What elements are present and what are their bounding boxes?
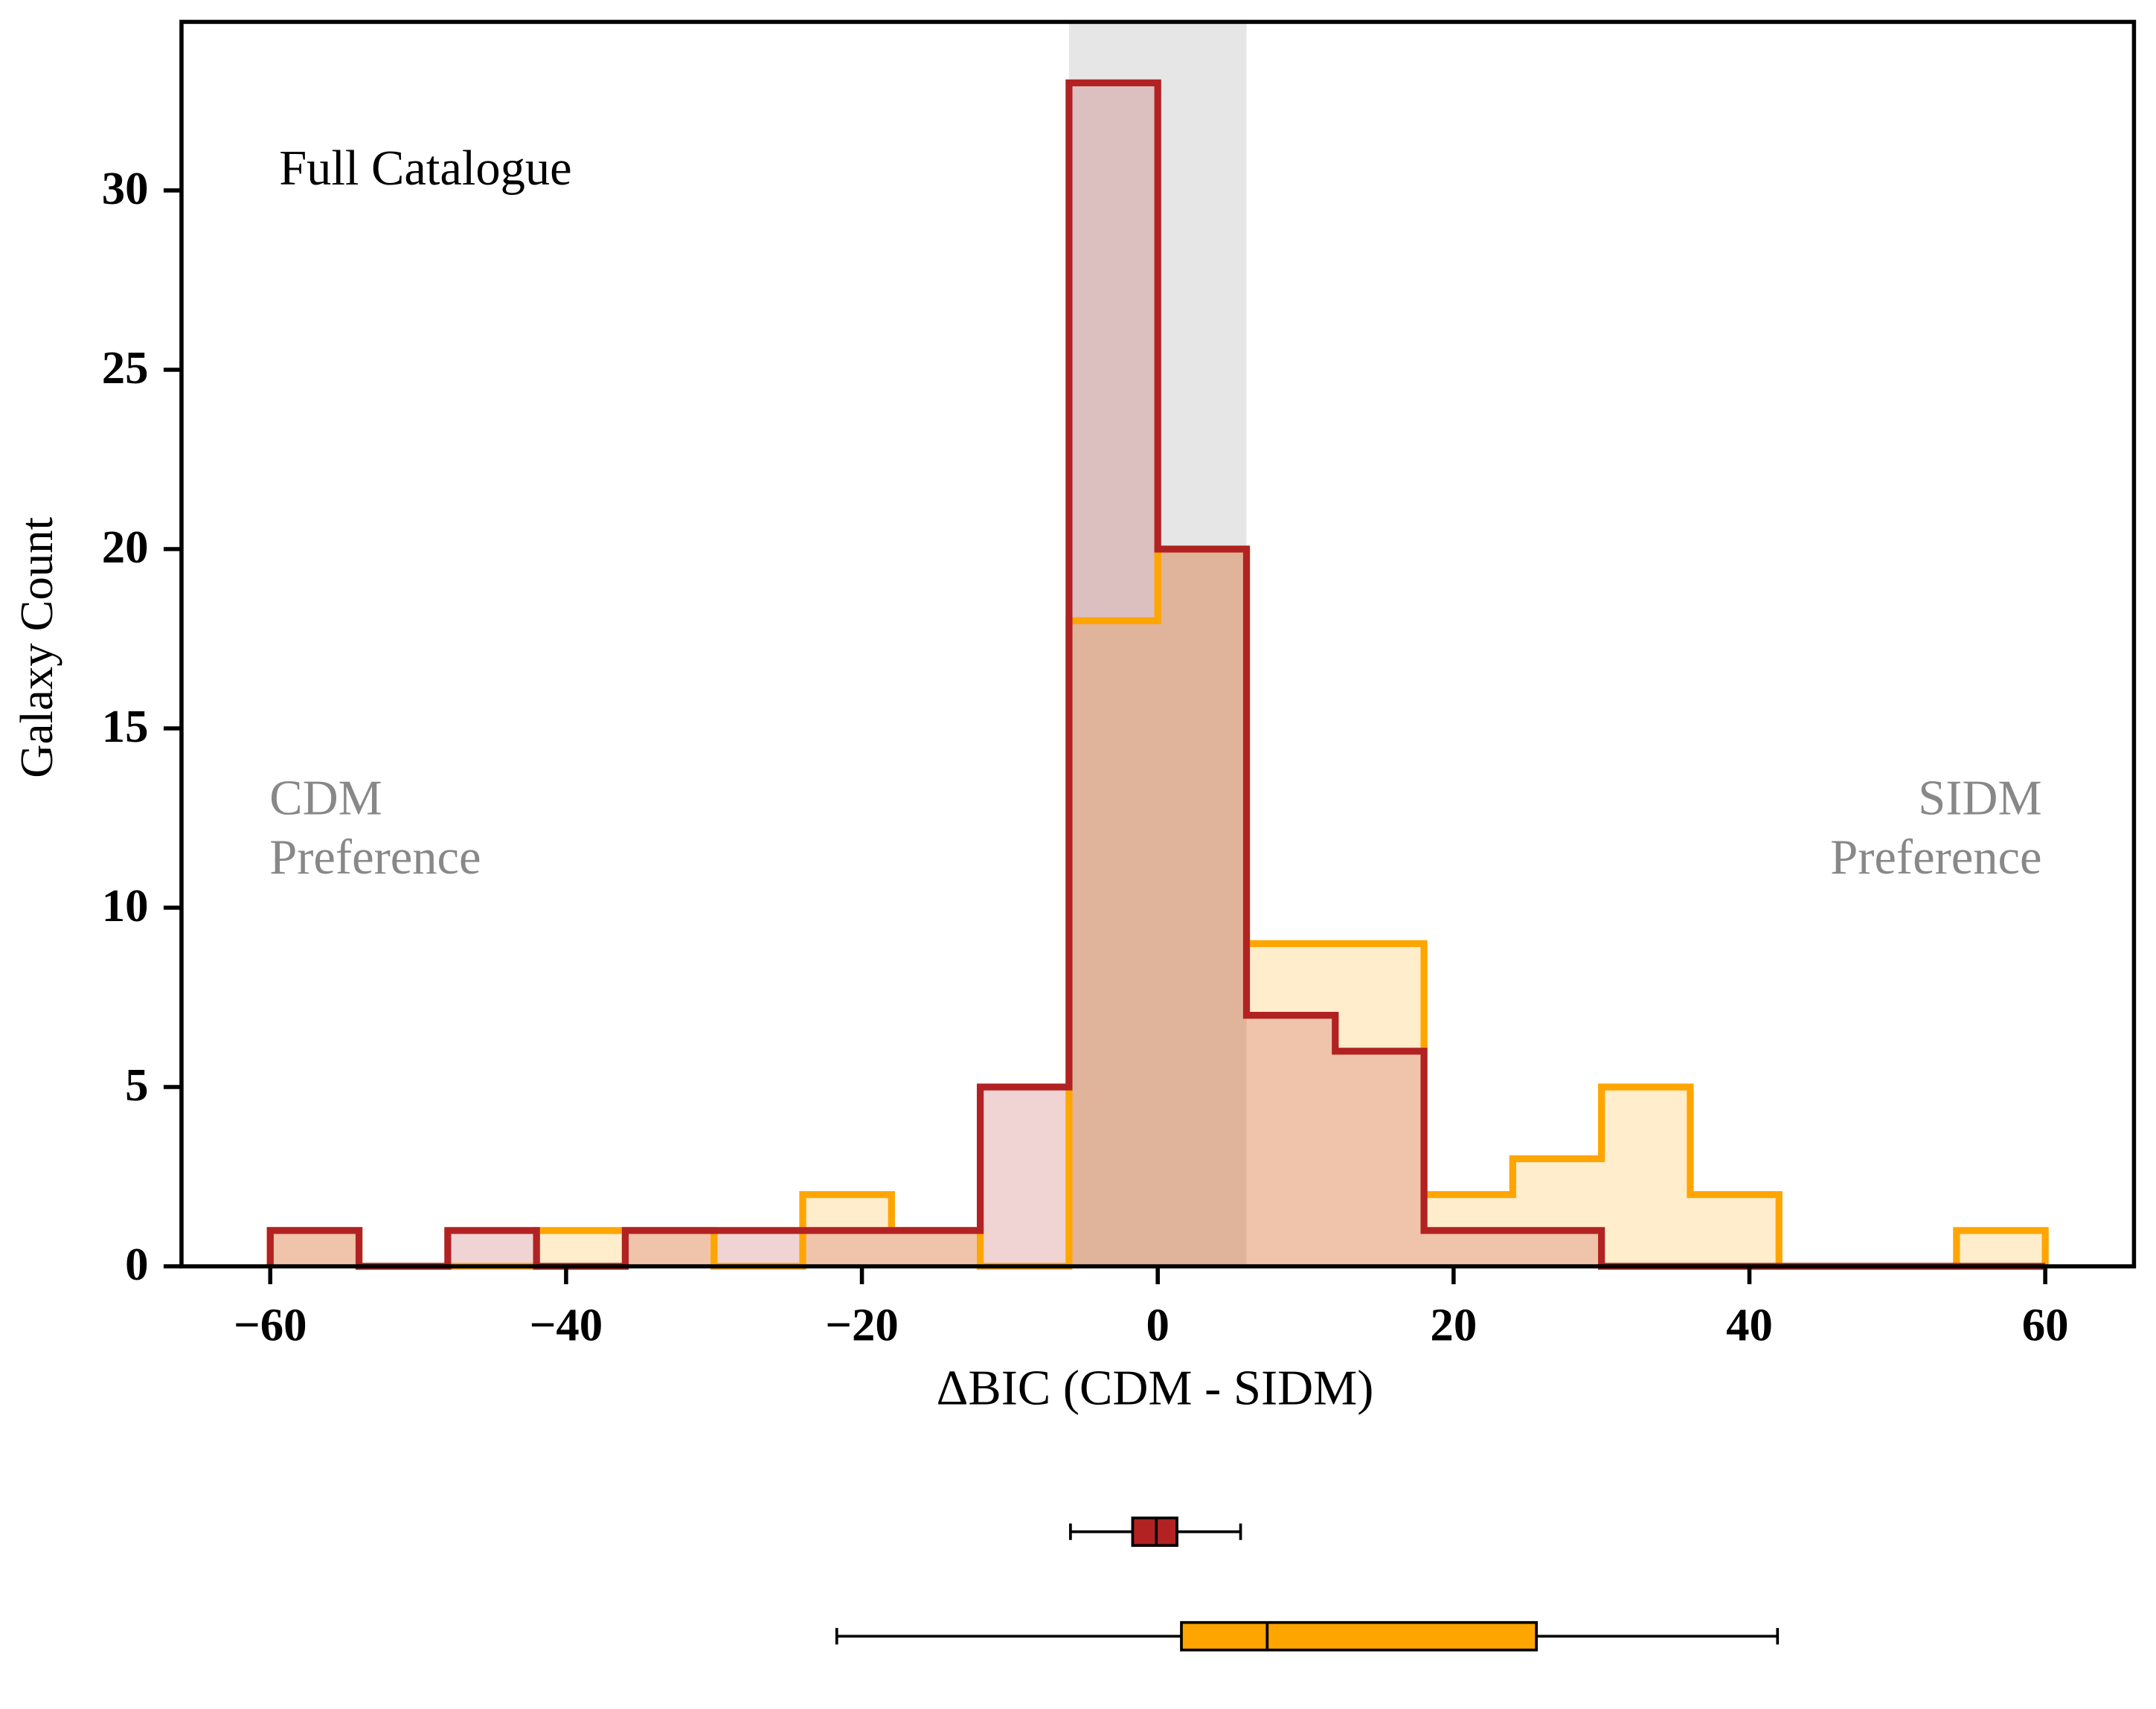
histogram-bar (980, 1087, 1069, 1267)
x-tick-label: 60 (2022, 1298, 2069, 1350)
histogram-bar (1158, 548, 1247, 1267)
y-tick-label: 0 (125, 1238, 148, 1290)
y-tick-label: 10 (102, 879, 149, 932)
y-axis-label: Galaxy Count (10, 516, 62, 777)
histogram-bar (270, 1230, 359, 1267)
histogram-bar (1335, 1051, 1425, 1267)
x-tick-label: 40 (1726, 1298, 1773, 1350)
histogram-bar (1512, 1230, 1602, 1267)
y-tick-label: 5 (125, 1059, 148, 1111)
histogram-bar (447, 1230, 537, 1267)
histogram-outline (266, 79, 2046, 1270)
histogram-bar (536, 1230, 626, 1267)
histogram-outline (266, 545, 2049, 1270)
histogram-bar (1690, 1194, 1780, 1267)
x-tick-label: 0 (1146, 1298, 1169, 1350)
y-tick-label: 30 (102, 162, 149, 214)
histogram-bar (1512, 1158, 1602, 1267)
histogram-bar (891, 1230, 981, 1267)
annotation: SIDM (1918, 771, 2041, 825)
histogram-bar (803, 1230, 892, 1267)
y-tick-label: 20 (102, 521, 149, 573)
histogram-bar (1424, 1230, 1513, 1267)
histogram-bar (1068, 621, 1158, 1267)
x-tick-label: 20 (1430, 1298, 1477, 1350)
y-tick-label: 25 (102, 342, 149, 394)
y-tick-label: 15 (102, 700, 149, 752)
box (1131, 1516, 1178, 1548)
annotation: CDM (269, 771, 382, 825)
histogram-bar (1246, 943, 1335, 1267)
histogram-bar (1068, 83, 1158, 1267)
histogram-bar (1246, 1015, 1335, 1267)
x-tick-label: −40 (530, 1298, 603, 1350)
histogram-bar (270, 1230, 359, 1267)
histogram-bar (891, 1230, 981, 1267)
histogram-bar (1956, 1230, 2046, 1267)
annotation: Preference (269, 830, 481, 885)
box (1180, 1620, 1539, 1652)
histogram-bar (1601, 1087, 1690, 1267)
x-axis-label: ΔBIC (CDM - SIDM) (937, 1361, 1374, 1415)
histogram-bar (713, 1230, 803, 1267)
histogram-bar (1158, 548, 1247, 1267)
x-tick-label: −60 (234, 1298, 307, 1350)
histogram-bar (625, 1230, 714, 1267)
x-tick-label: −20 (825, 1298, 899, 1350)
annotation: Full Catalogue (279, 141, 572, 196)
histogram-bar (1335, 943, 1425, 1267)
annotation: Preference (1830, 830, 2041, 885)
histogram-bar (625, 1230, 714, 1267)
